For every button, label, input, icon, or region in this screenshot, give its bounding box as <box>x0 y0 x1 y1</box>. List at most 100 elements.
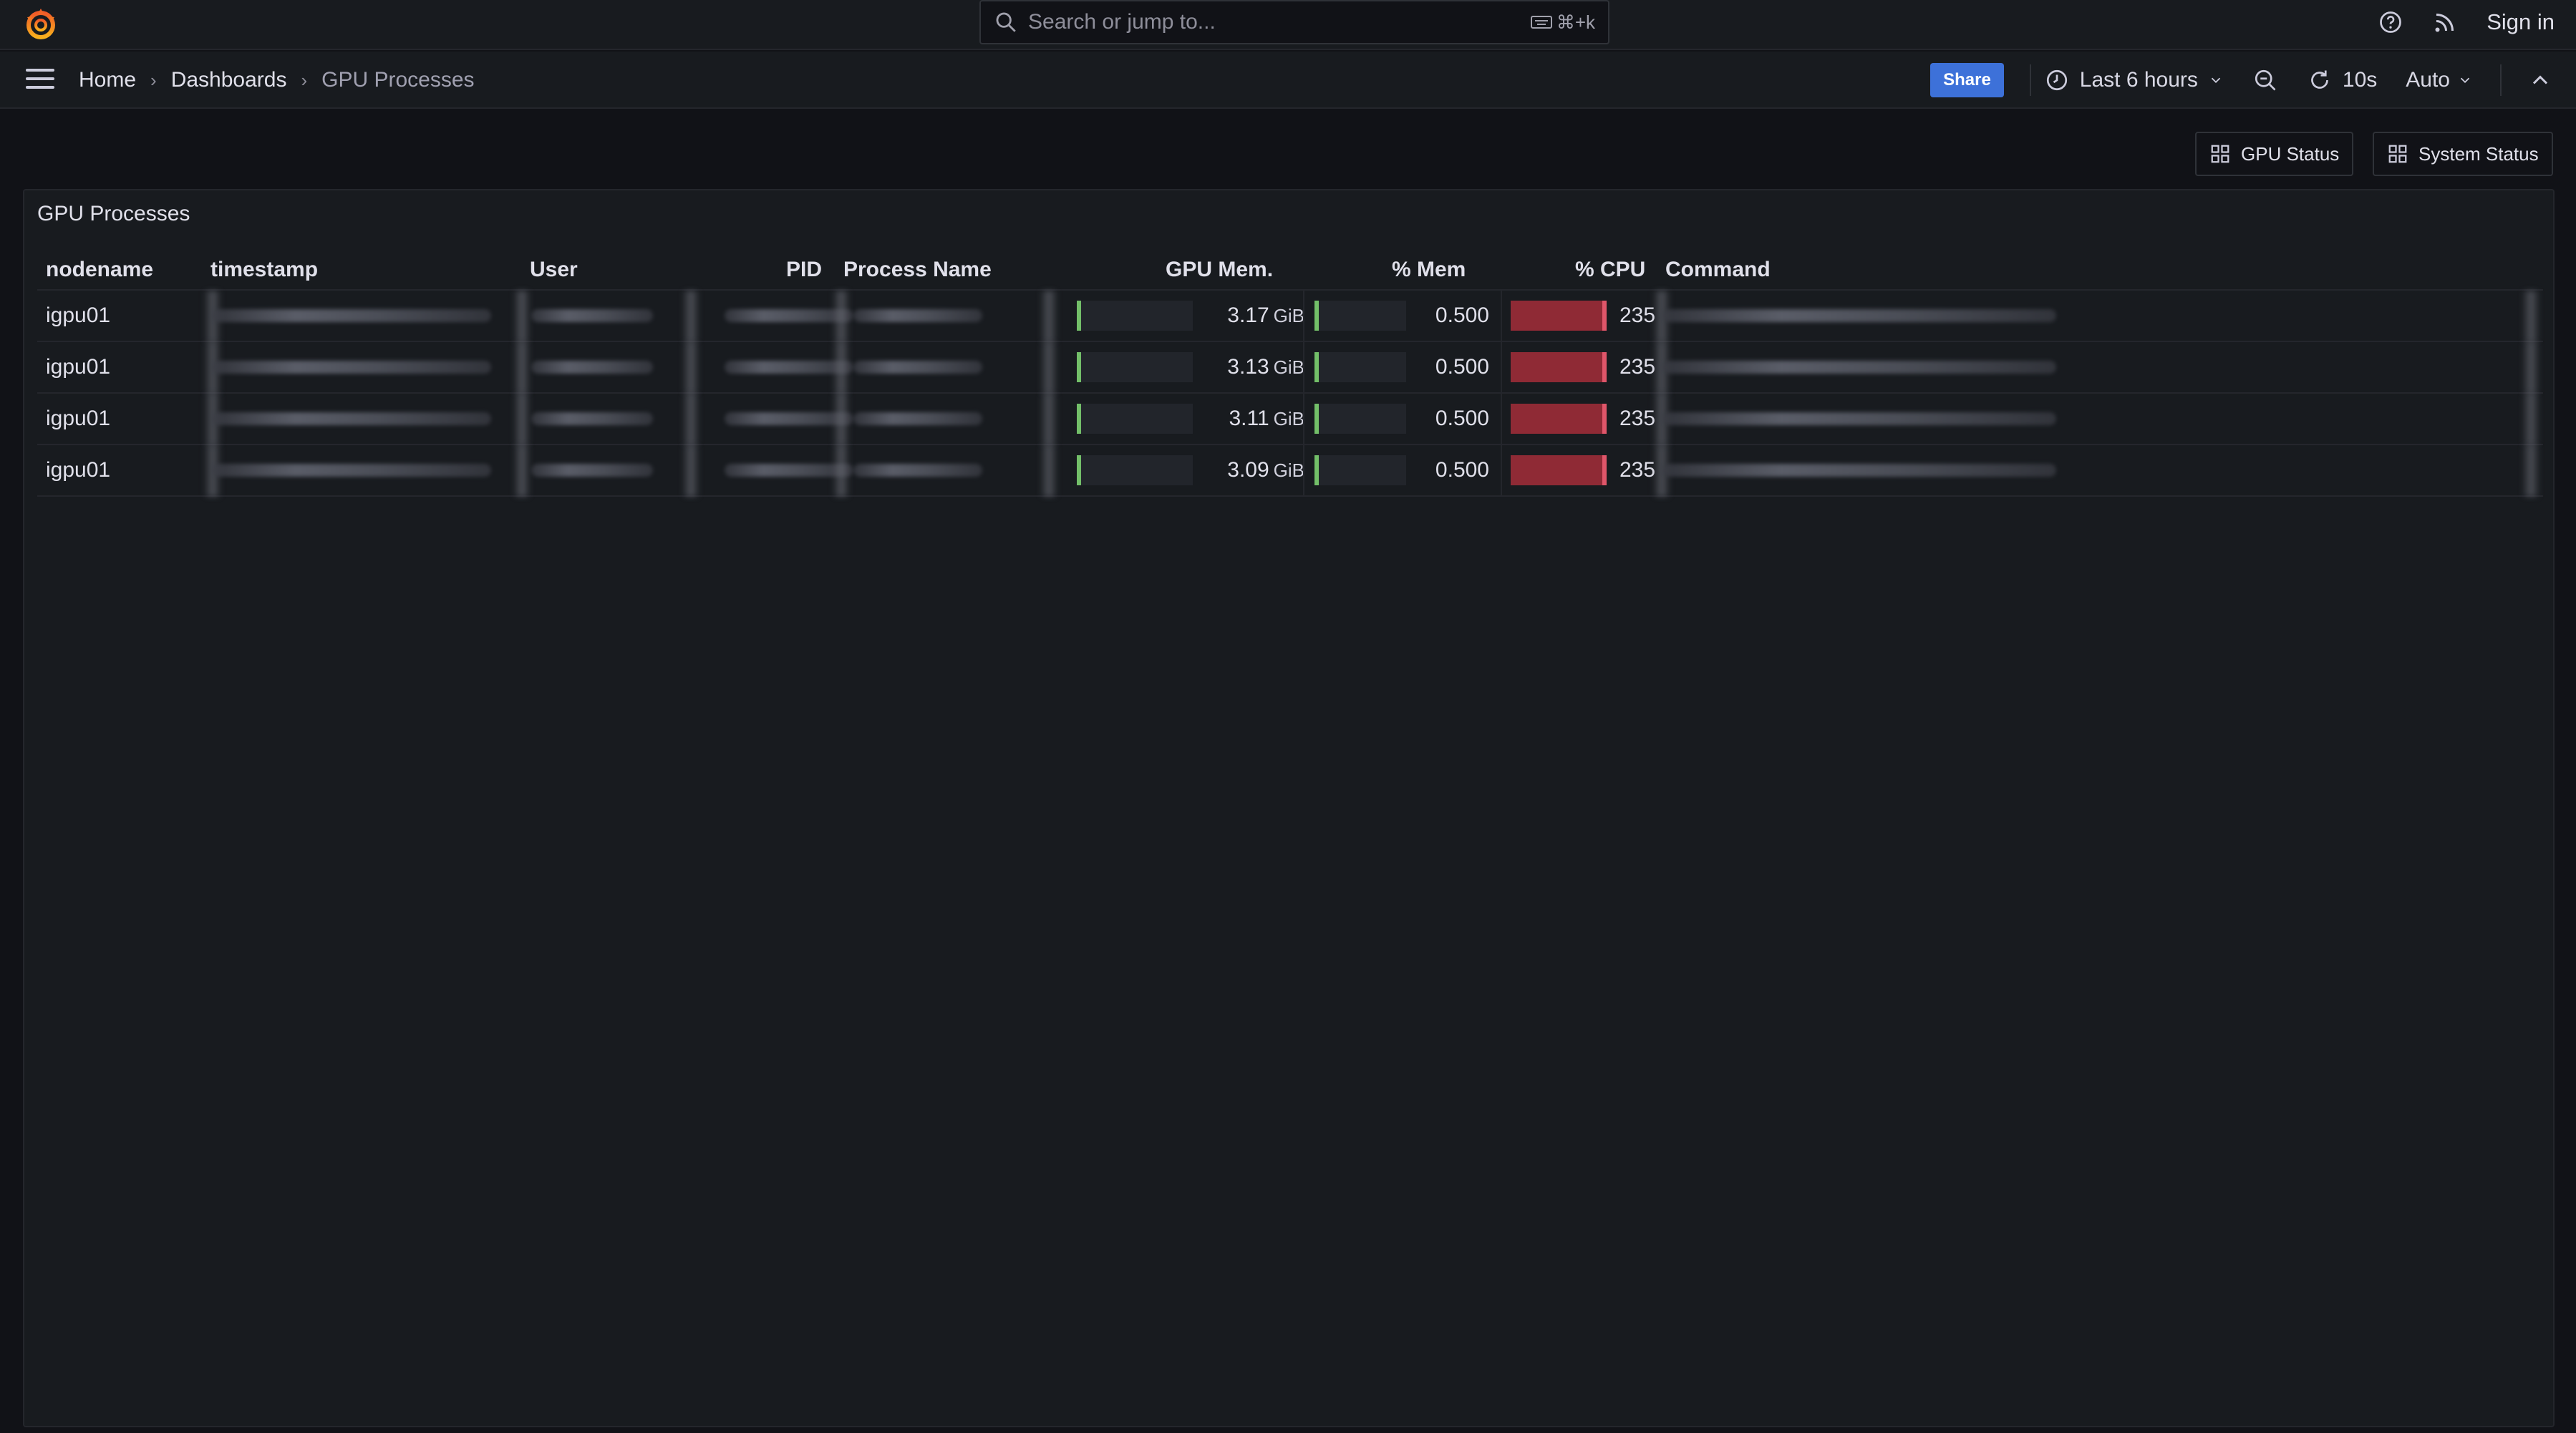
column-header-process-name[interactable]: Process Name <box>843 258 992 281</box>
redacted-region <box>832 394 851 445</box>
gpu-mem-gauge <box>1077 352 1193 382</box>
cpu-pct-gauge-edge <box>1602 352 1607 382</box>
column-divider <box>1501 445 1502 497</box>
cell-gpu-mem: 3.13 GiB <box>1197 342 1304 392</box>
chevron-down-icon <box>2460 77 2470 84</box>
column-header-gpu-mem[interactable]: GPU Mem. <box>1166 258 1274 281</box>
cell-nodename: igpu01 <box>46 458 111 482</box>
redacted-command <box>1662 464 2056 477</box>
top-right-actions: Sign in <box>2378 0 2555 44</box>
help-icon[interactable] <box>2378 9 2403 35</box>
top-bar: Search or jump to... ⌘+k Sign in <box>0 0 2576 50</box>
gpu-status-label: GPU Status <box>2241 142 2340 165</box>
divider <box>2029 64 2031 96</box>
redacted-region <box>2522 291 2540 342</box>
gpu-mem-value: 3.13 <box>1227 355 1269 379</box>
mem-pct-gauge <box>1314 301 1406 331</box>
gpu-processes-panel: GPU Processes nodename timestamp User PI… <box>23 189 2555 1427</box>
sign-in-link[interactable]: Sign in <box>2487 9 2555 34</box>
system-status-link[interactable]: System Status <box>2373 132 2553 176</box>
column-divider <box>1303 291 1304 342</box>
cell-mem-pct: 0.500 <box>1435 303 1489 327</box>
gpu-mem-gauge <box>1077 404 1193 434</box>
cpu-pct-gauge-fill <box>1511 455 1607 485</box>
redacted-region <box>2522 394 2540 445</box>
cpu-pct-gauge-fill <box>1511 352 1607 382</box>
column-divider <box>1303 445 1304 497</box>
redacted-region <box>832 342 851 394</box>
redacted-region <box>513 291 531 342</box>
redacted-command <box>1662 309 2056 322</box>
redacted-pid <box>725 464 853 477</box>
column-header-cpu-pct[interactable]: % CPU <box>1575 258 1646 281</box>
mem-pct-gauge-fill <box>1314 404 1319 434</box>
cell-nodename: igpu01 <box>46 303 111 327</box>
redacted-region <box>832 445 851 497</box>
table-row[interactable]: igpu01 3.11 GiB 0.500 235 <box>37 394 2543 445</box>
column-header-timestamp[interactable]: timestamp <box>210 258 319 281</box>
breadcrumb: Home › Dashboards › GPU Processes <box>79 52 475 109</box>
refresh-icon <box>2311 70 2328 89</box>
redacted-pid <box>725 412 853 425</box>
cpu-pct-gauge-fill <box>1511 301 1607 331</box>
redacted-process-name <box>853 412 982 425</box>
dashboard-controls: Share Last 6 hours 10s Auto <box>1930 52 2576 109</box>
redacted-timestamp <box>212 361 491 374</box>
time-range-picker[interactable]: Last 6 hours <box>2044 67 2224 93</box>
gpu-mem-value: 3.11 <box>1229 407 1269 430</box>
search-input[interactable]: Search or jump to... ⌘+k <box>979 0 1609 44</box>
redacted-region <box>2522 342 2540 394</box>
gpu-mem-gauge-fill <box>1077 352 1081 382</box>
redacted-user <box>531 309 653 322</box>
column-header-user[interactable]: User <box>530 258 578 281</box>
column-divider <box>1501 342 1502 394</box>
table-row[interactable]: igpu01 3.09 GiB 0.500 235 <box>37 445 2543 497</box>
gpu-mem-unit: GiB <box>1273 407 1304 429</box>
cpu-pct-gauge-fill <box>1511 404 1607 434</box>
redacted-region <box>1040 342 1058 394</box>
redacted-timestamp <box>212 412 491 425</box>
gpu-status-link[interactable]: GPU Status <box>2195 132 2354 176</box>
panel-title[interactable]: GPU Processes <box>37 202 190 225</box>
rss-news-icon[interactable] <box>2432 9 2458 35</box>
refresh-interval-picker[interactable]: Auto <box>2406 68 2473 92</box>
redacted-pid <box>725 309 853 322</box>
table-body: igpu01 3.17 GiB 0.500 235 igpu01 <box>37 291 2543 497</box>
refresh-button[interactable]: 10s <box>2307 67 2377 93</box>
zoom-out-icon[interactable] <box>2252 67 2278 93</box>
chevron-up-icon[interactable] <box>2527 67 2553 93</box>
breadcrumb-home[interactable]: Home <box>79 68 137 92</box>
search-shortcut-label: ⌘+k <box>1556 11 1595 33</box>
breadcrumb-dashboards[interactable]: Dashboards <box>170 68 287 92</box>
redacted-region <box>832 291 851 342</box>
redacted-region <box>682 342 700 394</box>
column-header-nodename[interactable]: nodename <box>46 258 154 281</box>
cpu-pct-gauge-edge <box>1602 301 1607 331</box>
redacted-process-name <box>853 464 982 477</box>
grafana-logo-icon[interactable] <box>23 6 59 42</box>
redacted-command <box>1662 412 2056 425</box>
table-row[interactable]: igpu01 3.17 GiB 0.500 235 <box>37 291 2543 342</box>
redacted-timestamp <box>212 464 491 477</box>
cpu-pct-gauge-edge <box>1602 404 1607 434</box>
menu-icon[interactable] <box>26 69 54 92</box>
column-header-mem-pct[interactable]: % Mem <box>1392 258 1466 281</box>
cell-mem-pct: 0.500 <box>1435 458 1489 482</box>
share-button[interactable]: Share <box>1930 63 2004 97</box>
mem-pct-gauge-fill <box>1314 301 1319 331</box>
column-header-command[interactable]: Command <box>1665 258 1771 281</box>
redacted-region <box>682 445 700 497</box>
redacted-region <box>2522 445 2540 497</box>
process-table: nodename timestamp User PID Process Name… <box>37 248 2543 497</box>
mem-pct-gauge-fill <box>1314 455 1319 485</box>
redacted-user <box>531 464 653 477</box>
column-header-pid[interactable]: PID <box>786 258 823 281</box>
cell-gpu-mem: 3.11 GiB <box>1197 394 1304 444</box>
column-divider <box>1501 394 1502 445</box>
table-row[interactable]: igpu01 3.13 GiB 0.500 235 <box>37 342 2543 394</box>
redacted-user <box>531 412 653 425</box>
gpu-mem-gauge-fill <box>1077 301 1081 331</box>
redacted-region <box>513 342 531 394</box>
cell-cpu-pct: 235 <box>1619 303 1656 327</box>
redacted-region <box>1040 291 1058 342</box>
